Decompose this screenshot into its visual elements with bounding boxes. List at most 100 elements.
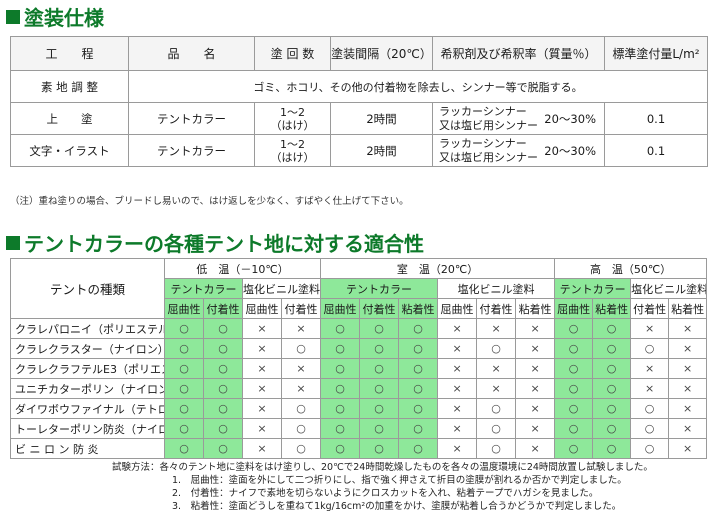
result-cell: × xyxy=(668,358,708,379)
result-cell: ○ xyxy=(359,438,400,459)
compatibility-rows: クラレパロニイ（ポリエステル） ○ ○ × × ○ ○ ○ × × × ○ ○ × × クラレクラスター（ナイ… xyxy=(10,318,708,459)
product-pvc-header: 塩化ビニル塗料 xyxy=(630,278,708,299)
result-cell: × xyxy=(242,378,282,399)
result-cell: × xyxy=(630,378,670,399)
result-cell: × xyxy=(280,318,322,339)
coats-cell: 1～2 （はけ） xyxy=(254,134,331,167)
result-cell: × xyxy=(476,378,517,399)
diluent-name: ラッカーシンナー xyxy=(439,104,527,118)
surface-prep-label: 素 地 調 整 xyxy=(10,70,129,103)
result-cell: × xyxy=(476,358,517,379)
header-process: 工 程 xyxy=(10,36,129,71)
product-tent-header: テントカラー xyxy=(320,278,439,299)
result-cell: ○ xyxy=(398,378,439,399)
result-cell: × xyxy=(668,418,708,439)
result-cell: ○ xyxy=(359,418,400,439)
result-cell: ○ xyxy=(554,438,594,459)
result-cell: ○ xyxy=(398,338,439,359)
result-cell: ○ xyxy=(359,338,400,359)
diluent-name: ラッカーシンナー xyxy=(439,136,527,150)
prop-bend-header: 屈曲性 xyxy=(437,298,478,319)
result-cell: ○ xyxy=(203,398,243,419)
product-tent-header: テントカラー xyxy=(164,278,243,299)
result-cell: ○ xyxy=(554,378,594,399)
result-cell: ○ xyxy=(320,338,361,359)
spec-footnote: （注）重ね塗りの場合、ブリードし易いので、はけ返しを少なく、すばやく仕上げて下さ… xyxy=(10,196,409,207)
prop-bend-header: 屈曲性 xyxy=(242,298,282,319)
product-pvc-header: 塩化ビニル塗料 xyxy=(437,278,556,299)
coats-method: （はけ） xyxy=(270,150,315,164)
result-cell: ○ xyxy=(630,398,670,419)
table-row: トーレターポリン防炎（ナイロン）○○×○○○○×○×○○○× xyxy=(10,418,708,439)
result-cell: × xyxy=(437,318,478,339)
table-row: ユニチカターポリン（ナイロン） ○ ○ × × ○ ○ ○ × × × ○ ○ × × xyxy=(10,378,708,399)
result-cell: × xyxy=(280,378,322,399)
prop-adhesion-header: 付着性 xyxy=(203,298,243,319)
temp-low-header: 低 温（－10℃） xyxy=(163,258,322,279)
test-item-bend: 1. 屈曲性：塗面を外にして二つ折りにし、指で強く押さえて折目の塗膜が割れるか否… xyxy=(172,475,627,486)
result-cell: ○ xyxy=(320,398,361,419)
result-cell: ○ xyxy=(164,378,204,399)
coats-cell: 1～2 （はけ） xyxy=(254,102,331,135)
result-cell: ○ xyxy=(320,358,361,379)
spec-row-lettering: 文字・イラスト テントカラー 1～2 （はけ） 2時間 ラッカーシンナー 又は塩… xyxy=(10,134,708,167)
result-cell: ○ xyxy=(164,438,204,459)
interval-cell: 2時間 xyxy=(330,134,433,167)
result-cell: ○ xyxy=(592,438,632,459)
header-diluent: 希釈剤及び希釈率（質量％） xyxy=(432,36,605,71)
prop-bend-header: 屈曲性 xyxy=(554,298,594,319)
result-cell: × xyxy=(242,398,282,419)
coats-count: 1～2 xyxy=(280,137,305,151)
result-cell: × xyxy=(437,338,478,359)
section1-title: 塗装仕様 xyxy=(24,6,104,30)
result-cell: × xyxy=(242,338,282,359)
product-header-row: テントカラー 塩化ビニル塗料 テントカラー 塩化ビニル塗料 テントカラー 塩化ビ… xyxy=(11,278,708,299)
result-cell: ○ xyxy=(592,398,632,419)
temp-high-header: 高 温（50℃） xyxy=(554,258,708,279)
square-bullet-icon xyxy=(6,9,20,24)
diluent-alt: 又は塩ビ用シンナー xyxy=(439,150,538,164)
prop-stick-header: 粘着性 xyxy=(668,298,708,319)
result-cell: ○ xyxy=(359,398,400,419)
result-cell: ○ xyxy=(320,378,361,399)
result-cell: × xyxy=(668,438,708,459)
result-cell: ○ xyxy=(359,378,400,399)
table-row: クラレクラフテルE3（ポリエステル）○○××○○○×××○○×× xyxy=(10,358,708,379)
result-cell: × xyxy=(242,418,282,439)
result-cell: ○ xyxy=(630,418,670,439)
tent-name-cell: トーレターポリン防炎（ナイロン） xyxy=(10,418,165,439)
tent-name-cell: ビ ニ ロ ン 防 炎 xyxy=(10,438,165,459)
spec-header-row: 工 程 品 名 塗 回 数 塗装間隔（20℃） 希釈剤及び希釈率（質量％） 標準… xyxy=(10,36,708,71)
result-cell: ○ xyxy=(592,418,632,439)
product-pvc-header: 塩化ビニル塗料 xyxy=(241,278,322,299)
result-cell: ○ xyxy=(203,438,243,459)
header-amount: 標準塗付量L/m² xyxy=(604,36,708,71)
prop-bend-header: 屈曲性 xyxy=(320,298,361,319)
result-cell: ○ xyxy=(320,418,361,439)
result-cell: ○ xyxy=(203,338,243,359)
diluent-rate: 20～30% xyxy=(544,111,596,126)
result-cell: ○ xyxy=(398,438,439,459)
prop-adhesion-header: 付着性 xyxy=(630,298,670,319)
result-cell: ○ xyxy=(554,318,594,339)
result-cell: ○ xyxy=(630,438,670,459)
result-cell: × xyxy=(242,438,282,459)
table-row: クラレパロニイ（ポリエステル） ○ ○ × × ○ ○ ○ × × × ○ ○ × × xyxy=(10,318,708,339)
result-cell: × xyxy=(515,438,556,459)
result-cell: ○ xyxy=(359,318,400,339)
result-cell: × xyxy=(437,438,478,459)
table-row: ダイワボウファイナル（テトロン）○○×○○○○×○×○○○× xyxy=(10,398,708,419)
result-cell: ○ xyxy=(280,418,322,439)
prop-bend-header: 屈曲性 xyxy=(164,298,204,319)
temp-header-row: テントの種類 低 温（－10℃） 室 温（20℃） 高 温（50℃） xyxy=(10,258,708,319)
result-cell: ○ xyxy=(164,358,204,379)
result-cell: × xyxy=(515,378,556,399)
section1-heading: 塗装仕様 xyxy=(6,2,104,31)
result-cell: × xyxy=(630,358,670,379)
header-product: 品 名 xyxy=(128,36,255,71)
result-cell: × xyxy=(668,338,708,359)
product-tent-header: テントカラー xyxy=(554,278,632,299)
tent-name-cell: クラレパロニイ（ポリエステル） xyxy=(10,318,165,339)
result-cell: ○ xyxy=(592,338,632,359)
result-cell: ○ xyxy=(280,438,322,459)
